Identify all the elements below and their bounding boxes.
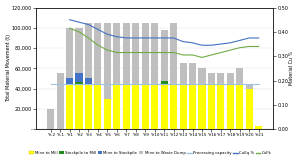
Bar xyxy=(179,84,187,129)
Bar xyxy=(85,78,92,84)
Bar xyxy=(208,73,215,84)
Bar xyxy=(76,84,82,129)
Bar xyxy=(227,84,234,129)
Bar xyxy=(236,68,243,84)
Bar xyxy=(94,23,101,84)
Legend: Mine to Mill, Stockpile to Mill, Mine to Stockpile, Mine to Waste Dump, Processi: Mine to Mill, Stockpile to Mill, Mine to… xyxy=(29,151,271,155)
Bar xyxy=(246,89,253,129)
Bar xyxy=(85,84,92,129)
Bar xyxy=(160,81,168,84)
Bar xyxy=(123,84,130,129)
Bar xyxy=(208,84,215,129)
Y-axis label: Total Material Movement (t): Total Material Movement (t) xyxy=(6,34,10,102)
Bar xyxy=(132,23,139,84)
Bar xyxy=(198,68,206,84)
Bar xyxy=(123,23,130,84)
Bar xyxy=(47,109,54,129)
Bar xyxy=(255,126,262,129)
Bar xyxy=(170,23,177,84)
Bar xyxy=(113,23,120,84)
Bar xyxy=(76,81,82,84)
Bar xyxy=(104,23,111,99)
Bar xyxy=(236,84,243,129)
Y-axis label: Material Cu %: Material Cu % xyxy=(290,51,294,85)
Bar xyxy=(66,28,73,78)
Bar xyxy=(151,23,158,84)
Bar xyxy=(132,84,139,129)
Bar xyxy=(170,84,177,129)
Bar xyxy=(160,30,168,81)
Bar xyxy=(227,73,234,84)
Bar xyxy=(142,23,149,84)
Bar xyxy=(189,84,196,129)
Bar xyxy=(217,73,224,84)
Bar xyxy=(113,84,120,129)
Bar xyxy=(198,84,206,129)
Bar xyxy=(151,84,158,129)
Bar xyxy=(66,84,73,129)
Bar xyxy=(85,23,92,78)
Bar xyxy=(94,84,101,129)
Bar xyxy=(66,78,73,84)
Bar xyxy=(189,63,196,84)
Bar xyxy=(179,63,187,84)
Bar xyxy=(76,73,82,81)
Bar xyxy=(57,73,64,129)
Bar xyxy=(217,84,224,129)
Bar xyxy=(104,99,111,129)
Bar xyxy=(142,84,149,129)
Bar xyxy=(160,84,168,129)
Bar xyxy=(246,84,253,89)
Bar xyxy=(76,28,82,73)
